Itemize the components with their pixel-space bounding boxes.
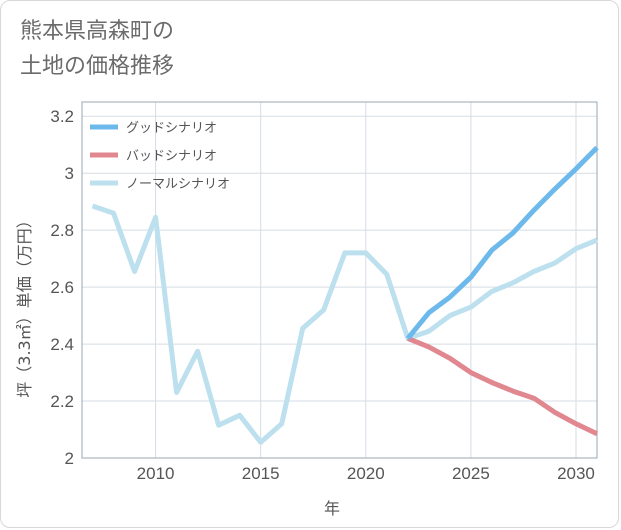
legend-label: グッドシナリオ xyxy=(126,121,217,136)
x-axis-ticks: 2010 2015 2020 2025 2030 xyxy=(137,464,595,483)
legend-label: ノーマルシナリオ xyxy=(126,177,230,192)
plot-area-border xyxy=(81,101,598,459)
y-tick-label: 2.2 xyxy=(50,392,74,411)
series-line-2 xyxy=(91,203,598,445)
legend-label: バッドシナリオ xyxy=(126,149,217,164)
series-lines xyxy=(91,145,599,445)
x-tick-label: 2010 xyxy=(137,464,175,483)
y-tick-label: 2.6 xyxy=(50,278,74,297)
chart-title-line-2: 土地の価格推移 xyxy=(20,54,175,79)
chart-title: 熊本県高森町の 土地の価格推移 xyxy=(20,14,174,84)
y-tick-label: 2.8 xyxy=(50,221,74,240)
y-axis-ticks: 2 2.2 2.4 2.6 2.8 3 3.2 xyxy=(50,107,74,468)
y-tick-label: 2 xyxy=(65,449,74,468)
chart-title-line-1: 熊本県高森町の xyxy=(20,19,175,44)
x-tick-label: 2020 xyxy=(347,464,385,483)
y-tick-label: 2.4 xyxy=(50,335,74,354)
x-tick-label: 2015 xyxy=(242,464,280,483)
y-tick-label: 3.2 xyxy=(50,107,74,126)
x-tick-label: 2030 xyxy=(557,464,595,483)
series-line-0 xyxy=(405,145,599,340)
x-tick-label: 2025 xyxy=(452,464,490,483)
y-tick-label: 3 xyxy=(65,164,74,183)
y-axis-label: 坪（3.3㎡）単価（万円） xyxy=(15,212,34,397)
series-line-1 xyxy=(406,336,599,437)
x-axis-label: 年 xyxy=(324,499,340,518)
